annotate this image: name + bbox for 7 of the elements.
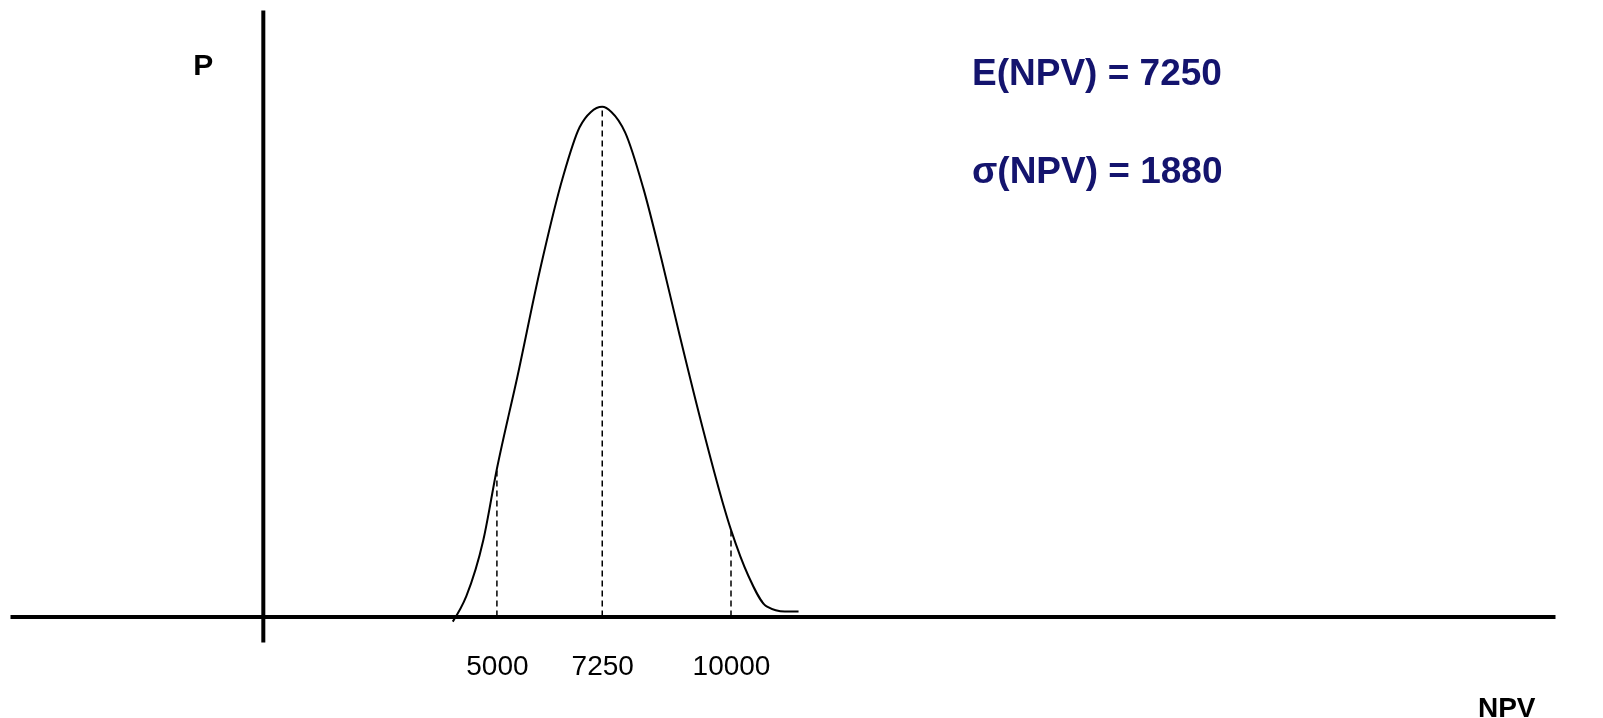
x-tick-label: 7250 [571,650,634,682]
text: E(NPV) = 7250 [972,52,1222,94]
x-tick-label: 5000 [466,650,529,682]
y-axis-title: P [193,47,214,81]
x-tick-label: 10000 [692,650,771,682]
x-axis-title: NPV [1477,692,1536,718]
annotation: σ(NPV) = 1880 [972,150,1223,192]
